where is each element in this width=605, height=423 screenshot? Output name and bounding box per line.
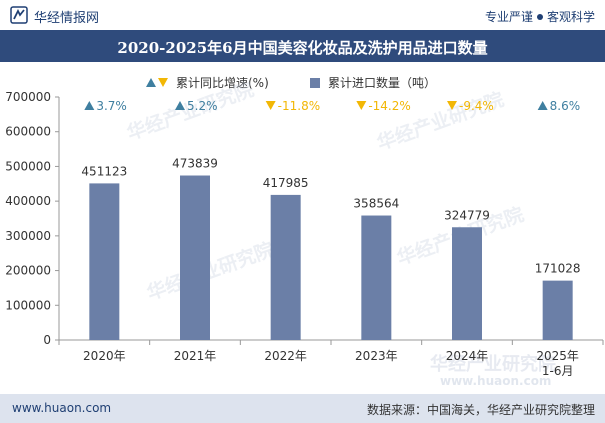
bar-value-label: 358564 <box>353 197 399 211</box>
x-tick-label: 1-6月 <box>542 364 574 378</box>
growth-down-marker <box>356 101 367 110</box>
bar <box>361 215 392 340</box>
y-tick-label: 300000 <box>5 229 51 243</box>
legend: 累计同比增速(%) 累计进口数量（吨） <box>0 72 605 90</box>
title-bar <box>0 30 605 62</box>
top-bar: 华经情报网 专业严谨 客观科学 <box>0 0 605 30</box>
up-triangle-icon <box>146 78 156 87</box>
growth-down-marker <box>265 101 276 110</box>
slogan: 专业严谨 客观科学 <box>485 8 595 25</box>
bar <box>270 194 301 340</box>
legend-label-growth: 累计同比增速(%) <box>176 76 269 90</box>
y-tick-label: 500000 <box>5 159 51 173</box>
chart-title: 2020-2025年6月中国美容化妆品及洗护用品进口数量 <box>117 39 488 57</box>
y-tick-label: 0 <box>43 333 51 347</box>
chart-axes: 0 100000 200000 300000 400000 500000 600000 700… <box>5 90 604 347</box>
legend-label-volume: 累计进口数量（吨） <box>328 76 437 90</box>
slogan-right: 客观科学 <box>546 10 595 24</box>
bar-value-label: 473839 <box>172 157 218 171</box>
x-tick-label: 2023年 <box>355 349 398 363</box>
bar-swatch-icon <box>310 77 320 88</box>
growth-label: -14.2% <box>368 99 410 113</box>
growth-label: 8.6% <box>550 99 581 113</box>
growth-up-marker <box>84 101 95 110</box>
y-tick-label: 100000 <box>5 298 51 312</box>
growth-label: -11.8% <box>278 99 320 113</box>
footer-website: www.huaon.com <box>12 401 112 415</box>
x-tick-label: 2021年 <box>174 349 217 363</box>
growth-up-marker <box>175 101 185 110</box>
watermark-text: 华经产业研究院 <box>144 238 277 305</box>
growth-up-marker <box>537 101 548 110</box>
watermark-text: 华经产业研究院 <box>430 353 556 375</box>
growth-label: 5.2% <box>187 99 218 113</box>
bar <box>452 227 482 340</box>
footer-source: 数据来源：中国海关，华经产业研究院整理 <box>366 403 595 417</box>
footer-bar <box>0 394 605 423</box>
bar-value-label: 417985 <box>263 176 309 190</box>
down-triangle-icon <box>158 78 168 87</box>
x-tick-label: 2022年 <box>264 349 307 363</box>
bar-value-label: 451123 <box>81 164 127 178</box>
slogan-dot-icon <box>536 14 543 20</box>
x-tick-label: 2025年 <box>536 349 579 363</box>
bar <box>542 280 573 340</box>
y-tick-label: 200000 <box>5 264 51 278</box>
bar <box>180 175 210 340</box>
growth-label: 3.7% <box>96 99 127 113</box>
x-tick-label: 2020年 <box>83 349 126 363</box>
chart-labels: 451123 3.7% 2020年 473839 5.2% 2021年 417985 -11.… <box>81 99 580 378</box>
bar-value-label: 324779 <box>444 208 490 222</box>
slogan-left: 专业严谨 <box>484 10 533 24</box>
legend-item-growth: 累计同比增速(%) <box>146 74 269 91</box>
x-tick-label: 2024年 <box>446 349 489 363</box>
brand-name: 华经情报网 <box>34 11 100 26</box>
bar <box>89 183 120 340</box>
growth-down-marker <box>447 101 457 110</box>
y-tick-label: 700000 <box>5 90 51 104</box>
growth-label: -9.4% <box>459 99 494 113</box>
chart-bars <box>89 175 573 340</box>
y-tick-label: 600000 <box>5 125 51 139</box>
bar-value-label: 171028 <box>535 262 581 276</box>
bar-chart: 华经产业研究院华经产业研究院华经产业研究院华经产业研究院华经产业研究院www.h… <box>5 78 604 388</box>
y-tick-label: 400000 <box>5 194 51 208</box>
watermark-text: 华经产业研究院 <box>374 88 507 155</box>
legend-item-volume: 累计进口数量（吨） <box>310 74 436 91</box>
watermark-url: www.huaon.com <box>440 374 551 388</box>
brand-logo-icon <box>10 6 28 24</box>
